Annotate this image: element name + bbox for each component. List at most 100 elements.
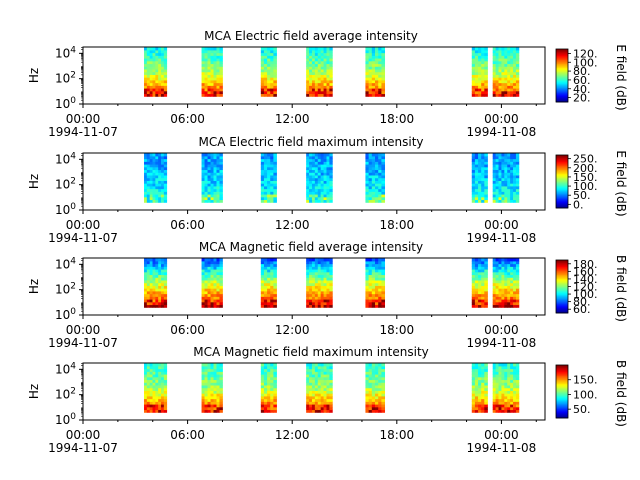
heatmap-cell: [371, 199, 376, 203]
heatmap-cell: [368, 258, 373, 262]
heatmap-cell: [158, 177, 162, 181]
heatmap-cell: [306, 301, 310, 306]
heatmap-cell: [329, 285, 333, 289]
heatmap-cell: [471, 66, 476, 70]
heatmap-cell: [326, 393, 330, 397]
heatmap-cell: [495, 382, 499, 386]
heatmap-cell: [320, 47, 324, 51]
heatmap-cell: [163, 401, 168, 405]
heatmap-cell: [219, 299, 223, 303]
heatmap-cell: [501, 77, 505, 81]
heatmap-cell: [204, 199, 208, 203]
heatmap-cell: [320, 180, 324, 184]
heatmap-cell: [501, 71, 505, 75]
heatmap-cell: [216, 366, 220, 370]
heatmap-cell: [504, 188, 508, 192]
heatmap-cell: [513, 82, 517, 86]
heatmap-cell: [375, 196, 379, 201]
heatmap-cell: [378, 396, 382, 400]
heatmap-cell: [381, 60, 386, 65]
heatmap-cell: [510, 277, 514, 281]
heatmap-cell: [161, 293, 165, 297]
heatmap-cell: [311, 274, 316, 278]
colorbar-stripe: [556, 192, 568, 194]
heatmap-cell: [210, 288, 214, 292]
heatmap-cell: [149, 71, 153, 75]
heatmap-cell: [146, 52, 151, 56]
heatmap-cell: [207, 58, 211, 62]
heatmap-cell: [309, 90, 313, 95]
heatmap-cell: [155, 156, 159, 160]
heatmap-cell: [155, 280, 159, 284]
heatmap-cell: [504, 379, 508, 383]
data-interval-7: [492, 47, 520, 97]
colorbar-stripe: [556, 83, 568, 86]
colorbar-stripe: [556, 261, 568, 264]
heatmap-cell: [311, 404, 316, 408]
colorbar-stripe: [556, 188, 568, 190]
heatmap-cell: [155, 387, 159, 391]
heatmap-cell: [314, 269, 319, 273]
heatmap-cell: [471, 271, 476, 276]
heatmap-cell: [213, 175, 217, 179]
heatmap-cell: [484, 196, 488, 201]
heatmap-cell: [498, 266, 502, 270]
heatmap-cell: [219, 291, 223, 295]
heatmap-cell: [213, 50, 217, 54]
heatmap-cell: [371, 90, 376, 95]
heatmap-cell: [204, 376, 208, 381]
heatmap-cell: [163, 366, 168, 370]
heatmap-cell: [495, 299, 499, 303]
heatmap-cell: [326, 258, 330, 262]
heatmap-cell: [498, 183, 502, 187]
heatmap-cell: [495, 282, 499, 286]
heatmap-cell: [510, 258, 514, 262]
heatmap-cell: [371, 291, 376, 295]
heatmap-cell: [311, 406, 316, 411]
heatmap-cell: [317, 196, 322, 201]
colorbar-stripe: [556, 403, 568, 406]
heatmap-cell: [378, 156, 382, 160]
heatmap-cell: [317, 80, 322, 84]
heatmap-cell: [515, 374, 520, 378]
heatmap-cell: [381, 280, 386, 284]
colorbar-stripe: [556, 307, 568, 310]
heatmap-cell: [507, 296, 511, 300]
heatmap-cell: [492, 390, 497, 394]
heatmap-cell: [306, 280, 310, 284]
heatmap-cell: [478, 180, 482, 184]
heatmap-cell: [201, 55, 205, 59]
heatmap-cell: [492, 60, 497, 65]
heatmap-cell: [144, 406, 148, 411]
heatmap-cell: [270, 164, 274, 168]
heatmap-cell: [492, 261, 497, 265]
heatmap-cell: [213, 60, 217, 65]
heatmap-cell: [492, 191, 497, 195]
heatmap-cell: [207, 69, 211, 73]
heatmap-cell: [267, 169, 271, 173]
heatmap-cell: [213, 282, 217, 286]
heatmap-cell: [507, 153, 511, 157]
heatmap-cell: [378, 409, 382, 413]
heatmap-cell: [152, 304, 156, 308]
heatmap-cell: [216, 288, 220, 292]
heatmap-cell: [260, 266, 265, 270]
heatmap-cell: [144, 376, 148, 381]
heatmap-cell: [273, 274, 277, 278]
heatmap-cell: [273, 409, 277, 413]
heatmap-cell: [201, 63, 205, 67]
heatmap-cell: [515, 376, 520, 381]
heatmap-cell: [329, 396, 333, 400]
heatmap-cell: [474, 379, 479, 383]
heatmap-cell: [484, 274, 488, 278]
heatmap-cell: [219, 55, 223, 59]
heatmap-cell: [204, 172, 208, 176]
heatmap-cell: [378, 387, 382, 391]
heatmap-cell: [207, 50, 211, 54]
heatmap-cell: [507, 263, 511, 267]
heatmap-cell: [481, 77, 485, 81]
heatmap-cell: [495, 183, 499, 187]
heatmap-cell: [323, 291, 327, 295]
heatmap-cell: [144, 385, 148, 389]
heatmap-cell: [219, 90, 223, 95]
